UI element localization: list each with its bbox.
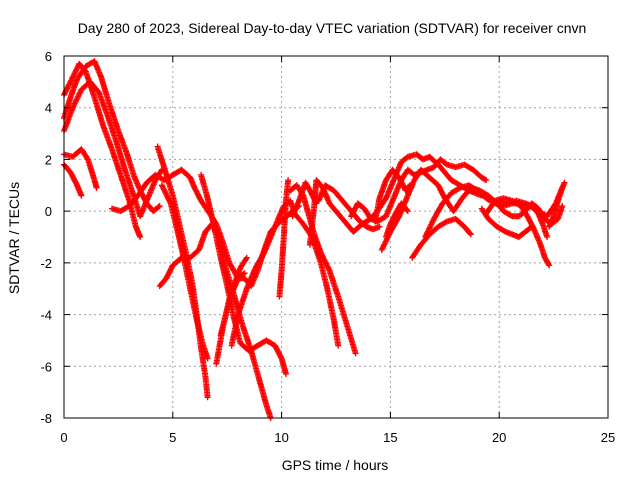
x-tick-label: 0 (60, 430, 67, 445)
data-point (204, 394, 211, 401)
y-axis-label: SDTVAR / TECUs (6, 182, 22, 294)
data-point (243, 254, 250, 261)
data-point (285, 177, 292, 184)
x-tick-label: 10 (274, 430, 288, 445)
data-point (467, 231, 474, 238)
data-point (483, 177, 490, 184)
data-point (442, 219, 449, 226)
data-point (467, 230, 473, 237)
data-point (561, 179, 568, 186)
x-tick-label: 25 (601, 430, 615, 445)
data-point (161, 187, 168, 194)
data-point (544, 234, 551, 240)
x-tick-label: 20 (492, 430, 506, 445)
data-point (93, 184, 100, 191)
data-point (78, 192, 85, 199)
y-tick-label: 0 (45, 204, 52, 219)
y-tick-label: -6 (40, 359, 52, 374)
y-tick-labels: -8 -6 -4 -2 0 2 4 6 (40, 49, 52, 426)
axis-ticks (63, 55, 609, 419)
data-point (241, 270, 248, 277)
data-point (546, 262, 553, 269)
x-tick-label: 5 (169, 430, 176, 445)
data-point (260, 250, 267, 257)
x-tick-labels: 0 5 10 15 20 25 (60, 430, 615, 445)
data-point (404, 208, 411, 215)
y-tick-label: 6 (45, 49, 52, 64)
data-point (156, 203, 163, 209)
data-point (84, 155, 91, 162)
data-point (137, 234, 144, 240)
y-tick-label: 4 (45, 101, 52, 116)
data-point (352, 350, 359, 357)
x-axis-label: GPS time / hours (282, 457, 389, 473)
data-point (72, 99, 79, 106)
y-tick-label: -2 (40, 256, 52, 271)
data-point (559, 203, 566, 209)
x-tick-label: 15 (383, 430, 397, 445)
data-point (277, 354, 284, 361)
y-tick-label: -4 (40, 308, 52, 323)
data-point (155, 203, 162, 210)
data-point (283, 371, 289, 377)
data-points (61, 58, 568, 421)
data-point (243, 256, 249, 262)
data-point (376, 223, 383, 230)
y-tick-label: 2 (45, 152, 52, 167)
data-point (395, 214, 402, 221)
data-point (204, 355, 211, 362)
y-tick-label: -8 (40, 411, 52, 426)
chart-title: Day 280 of 2023, Sidereal Day-to-day VTE… (78, 20, 587, 36)
data-point (455, 185, 462, 192)
data-point (545, 261, 552, 268)
plot-frame (63, 55, 609, 419)
data-point (335, 342, 342, 349)
